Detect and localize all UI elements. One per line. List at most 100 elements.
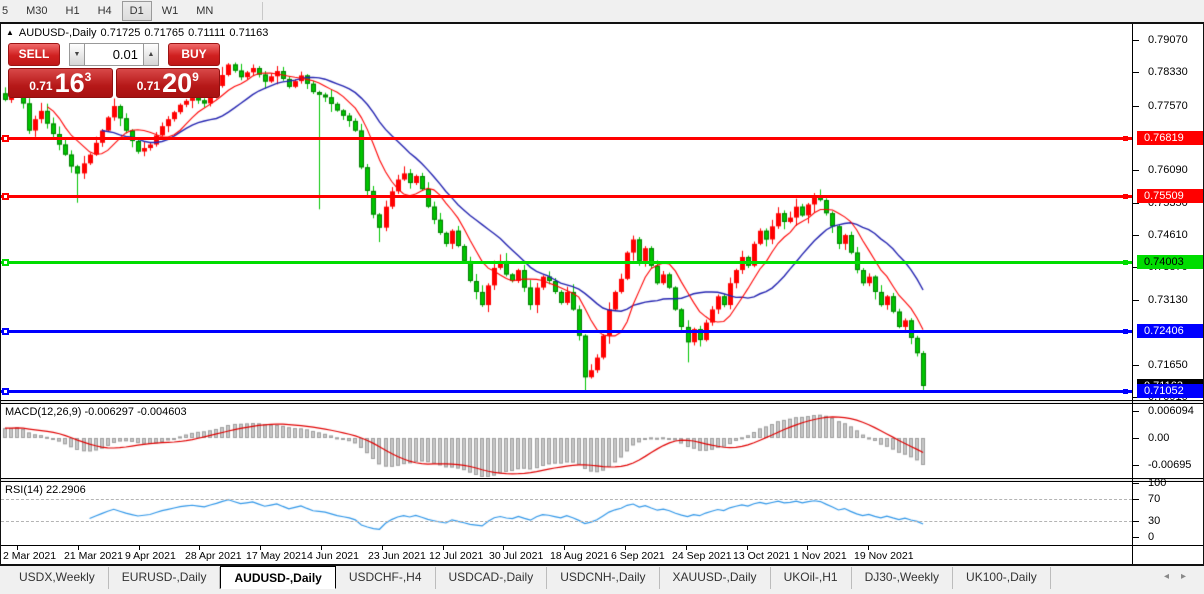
date-label: 21 Mar 2021 (64, 550, 123, 562)
date-tick (78, 546, 79, 550)
axis-tick (1133, 203, 1139, 204)
rsi-canvas[interactable] (1, 482, 1132, 545)
lot-increase-button[interactable]: ▲ (144, 43, 159, 66)
hline-handle-icon[interactable] (2, 259, 9, 266)
sell-price-base: 0.71 (29, 79, 53, 93)
axis-tick (1133, 483, 1139, 484)
date-label: 4 Jun 2021 (307, 550, 359, 562)
rsi-axis-70: 70 (1148, 493, 1161, 505)
buy-price-base: 0.71 (136, 79, 161, 93)
hline-handle-icon[interactable] (1123, 389, 1128, 394)
rsi-axis-0: 0 (1148, 531, 1155, 543)
hline-handle-icon[interactable] (1123, 260, 1128, 265)
sell-button[interactable]: SELL (8, 43, 60, 66)
axis-tick (1133, 537, 1139, 538)
date-axis[interactable]: 2 Mar 2021 21 Mar 2021 9 Apr 2021 28 Apr 20… (1, 545, 1203, 564)
lot-decrease-button[interactable]: ▼ (69, 43, 84, 66)
date-tick (382, 546, 383, 550)
collapse-chart-icon[interactable]: ▲ (6, 28, 14, 37)
buy-price-sup: 9 (192, 70, 199, 84)
hline-handle-icon[interactable] (2, 388, 9, 395)
level-price-label-0.76819: 0.76819 (1137, 131, 1203, 145)
timeframe-button-M30[interactable]: M30 (26, 5, 48, 17)
date-tick (139, 546, 140, 550)
price-tick-0.77570: 0.77570 (1148, 100, 1188, 112)
hline-handle-icon[interactable] (2, 193, 9, 200)
tab-eurusd-daily[interactable]: EURUSD-,Daily (109, 567, 221, 589)
lot-size-input[interactable]: 0.01 (84, 43, 144, 66)
date-tick (17, 546, 18, 550)
tab-scroll-left-icon[interactable]: ◂ (1163, 571, 1181, 582)
chart-symbol-period: AUDUSD-,Daily (18, 27, 97, 39)
date-tick (686, 546, 687, 550)
pane-splitter[interactable] (1, 400, 1203, 404)
ohlc-close: 0.71163 (229, 27, 269, 39)
sell-price-display[interactable]: 0.71 16 3 (8, 68, 113, 98)
hline-handle-icon[interactable] (1123, 194, 1128, 199)
hline-handle-icon[interactable] (1123, 136, 1128, 141)
hline-handle-icon[interactable] (2, 328, 9, 335)
tab-xauusd-daily[interactable]: XAUUSD-,Daily (660, 567, 771, 589)
timeframe-button-W1[interactable]: W1 (161, 5, 179, 17)
date-label: 13 Oct 2021 (733, 550, 791, 562)
tab-audusd-daily[interactable]: AUDUSD-,Daily (220, 566, 336, 589)
tab-usdchf-h4[interactable]: USDCHF-,H4 (336, 567, 436, 589)
date-tick (625, 546, 626, 550)
date-label: 30 Jul 2021 (489, 550, 544, 562)
pane-splitter[interactable] (1, 478, 1203, 482)
axis-tick (1133, 438, 1139, 439)
price-tick-0.74610: 0.74610 (1148, 229, 1188, 241)
date-label: 17 May 2021 (246, 550, 307, 562)
hline-handle-icon[interactable] (2, 135, 9, 142)
price-axis-column[interactable]: 0.79070 0.78330 0.77570 0.76090 0.75350 0.746… (1132, 24, 1203, 564)
date-tick (199, 546, 200, 550)
level-price-label-0.74003: 0.74003 (1137, 255, 1203, 269)
rsi-pane[interactable]: RSI(14) 22.2906 (1, 482, 1203, 545)
date-tick (443, 546, 444, 550)
macd-pane[interactable]: MACD(12,26,9) -0.006297 -0.004603 (1, 404, 1203, 478)
price-tick-0.73130: 0.73130 (1148, 294, 1188, 306)
hline-0.76819[interactable] (1, 137, 1132, 140)
axis-tick (1133, 106, 1139, 107)
tab-scroll-right-icon[interactable]: ▸ (1180, 571, 1198, 582)
rsi-axis-100: 100 (1148, 477, 1167, 489)
tab-usdx-weekly[interactable]: USDX,Weekly (6, 567, 109, 589)
date-label: 24 Sep 2021 (672, 550, 732, 562)
price-tick-0.76090: 0.76090 (1148, 164, 1188, 176)
rsi-guide-70 (1, 498, 1132, 500)
one-click-trading-panel: SELL ▼ 0.01 ▲ BUY 0.71 16 3 0.71 20 9 (8, 43, 220, 98)
date-label: 12 Jul 2021 (429, 550, 484, 562)
hline-0.74003[interactable] (1, 261, 1132, 264)
tab-ukoil-h1[interactable]: UKOil-,H1 (771, 567, 852, 589)
tab-usdcad-daily[interactable]: USDCAD-,Daily (436, 567, 548, 589)
hline-0.75509[interactable] (1, 195, 1132, 198)
buy-price-display[interactable]: 0.71 20 9 (115, 68, 220, 98)
hline-handle-icon[interactable] (1123, 329, 1128, 334)
timeframe-button-5[interactable]: 5 (2, 5, 9, 17)
axis-tick (1133, 267, 1139, 268)
hline-0.72406[interactable] (1, 330, 1132, 333)
tab-uk100-daily[interactable]: UK100-,Daily (953, 567, 1051, 589)
price-tick-0.71650: 0.71650 (1148, 359, 1188, 371)
macd-canvas[interactable] (1, 404, 1132, 478)
timeframe-button-H1[interactable]: H1 (65, 5, 80, 17)
macd-label: MACD(12,26,9) -0.006297 -0.004603 (5, 406, 187, 418)
price-pane[interactable]: ▲ AUDUSD-,Daily 0.71725 0.71765 0.71111 0.711… (1, 24, 1203, 400)
chart-window: ▲ AUDUSD-,Daily 0.71725 0.71765 0.71111 0.711… (0, 22, 1204, 566)
buy-button[interactable]: BUY (168, 43, 220, 66)
date-label: 6 Sep 2021 (611, 550, 665, 562)
chart-title: ▲ AUDUSD-,Daily 0.71725 0.71765 0.71111 0.711… (6, 27, 272, 39)
timeframe-button-D1[interactable]: D1 (121, 1, 152, 21)
timeframe-button-MN[interactable]: MN (196, 5, 214, 17)
date-label: 2 Mar 2021 (3, 550, 57, 562)
macd-axis-0.006094: 0.006094 (1148, 405, 1194, 417)
timeframe-button-H4[interactable]: H4 (97, 5, 112, 17)
chevron-down-icon: ▼ (73, 51, 81, 58)
tab-dj30-weekly[interactable]: DJ30-,Weekly (852, 567, 954, 589)
sell-price-big: 16 (54, 68, 85, 98)
tab-usdcnh-daily[interactable]: USDCNH-,Daily (547, 567, 660, 589)
date-tick (747, 546, 748, 550)
hline-0.71052[interactable] (1, 390, 1132, 393)
level-price-label-0.71052: 0.71052 (1137, 384, 1203, 398)
rsi-label: RSI(14) 22.2906 (5, 484, 86, 496)
